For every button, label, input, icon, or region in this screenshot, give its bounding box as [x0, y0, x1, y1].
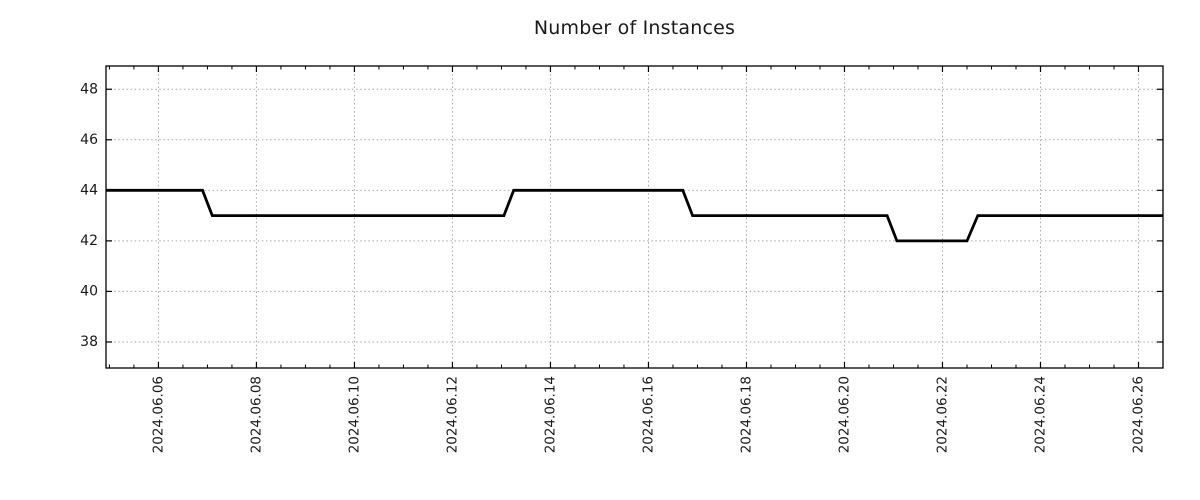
y-tick-label: 44 — [80, 182, 98, 198]
x-tick-label: 2024.06.06 — [150, 376, 166, 453]
x-tick-label: 2024.06.10 — [346, 376, 362, 453]
x-tick-label: 2024.06.16 — [640, 376, 656, 453]
x-tick-label: 2024.06.12 — [444, 376, 460, 453]
instances-series-line — [106, 188, 1163, 243]
x-tick-label: 2024.06.22 — [934, 376, 950, 453]
x-tick-label: 2024.06.26 — [1130, 376, 1146, 453]
plot-border — [105, 65, 1164, 369]
x-tick-label: 2024.06.18 — [738, 376, 754, 453]
chart-title: Number of Instances — [533, 17, 736, 39]
x-tick-label: 2024.06.24 — [1032, 376, 1048, 453]
y-axis-tick-labels: 38 40 42 44 46 48 — [80, 81, 98, 350]
y-tick-label: 40 — [80, 283, 98, 299]
x-tick-label: 2024.06.14 — [542, 376, 558, 453]
y-tick-label: 38 — [80, 334, 98, 350]
y-tick-label: 42 — [80, 233, 98, 249]
x-tick-label: 2024.06.20 — [836, 376, 852, 453]
y-tick-label: 48 — [80, 81, 98, 97]
x-tick-label: 2024.06.08 — [248, 376, 264, 453]
y-tick-label: 46 — [80, 132, 98, 148]
gridlines — [106, 66, 1163, 368]
instances-series — [106, 188, 1163, 243]
x-axis-tick-labels: 2024.06.06 2024.06.08 2024.06.10 2024.06.12… — [150, 376, 1146, 453]
